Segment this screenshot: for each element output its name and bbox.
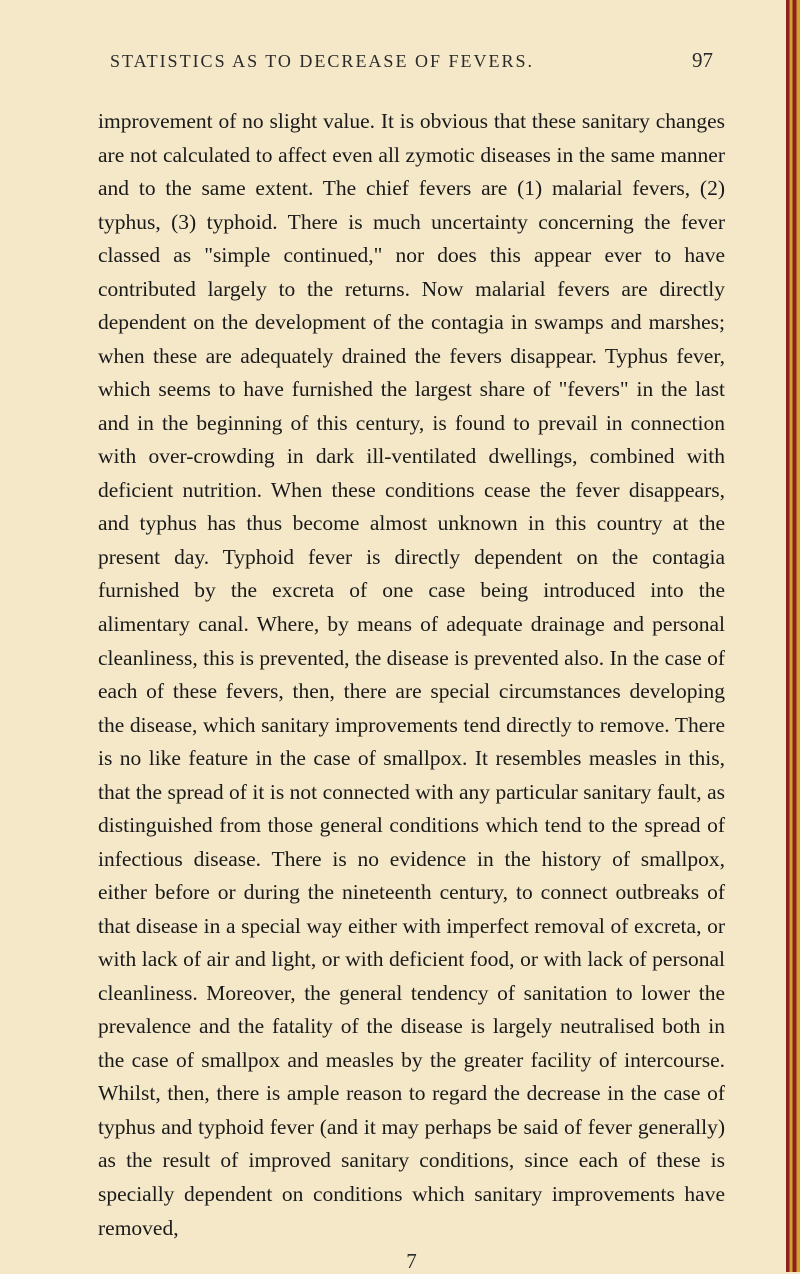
page-edge-binding: [786, 0, 800, 1272]
footer-signature-number: 7: [98, 1249, 725, 1274]
page-header: STATISTICS AS TO DECREASE OF FEVERS. 97: [98, 48, 725, 73]
header-title: STATISTICS AS TO DECREASE OF FEVERS.: [110, 51, 534, 72]
body-paragraph: improvement of no slight value. It is ob…: [98, 105, 725, 1245]
page-number: 97: [692, 48, 713, 73]
page-content: STATISTICS AS TO DECREASE OF FEVERS. 97 …: [98, 48, 725, 1224]
